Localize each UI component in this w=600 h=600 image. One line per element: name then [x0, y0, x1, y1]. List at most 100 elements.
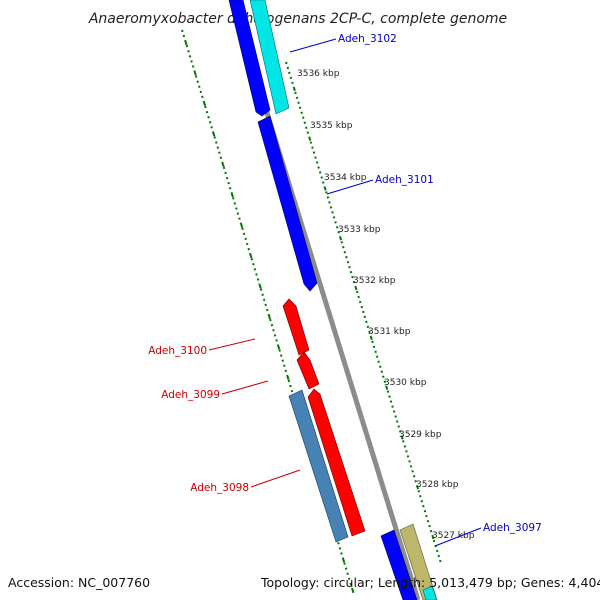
gc-mark	[431, 534, 435, 540]
gc-mark	[348, 265, 351, 269]
gc-mark	[241, 227, 244, 231]
gc-mark	[211, 131, 216, 137]
gc-mark	[429, 529, 433, 533]
gene-label-adeh-3098[interactable]: Adeh_3098	[190, 482, 249, 494]
scale-tick-label: 3532 kbp	[353, 276, 396, 286]
gc-mark	[295, 96, 299, 100]
gene-label-adeh-3099[interactable]: Adeh_3099	[161, 389, 220, 401]
gc-mark	[305, 126, 308, 129]
gene-arrow-bottom-cyan[interactable]	[422, 585, 438, 600]
gc-mark	[225, 176, 229, 180]
gc-mark	[380, 370, 384, 373]
scale-tick-label: 3535 kbp	[310, 121, 353, 131]
gene-leader-line	[434, 527, 482, 547]
gc-mark	[213, 136, 216, 139]
gc-mark	[258, 283, 262, 289]
gene-arrow-adeh-3098-red[interactable]	[307, 388, 366, 537]
gc-mark	[423, 509, 427, 513]
gc-mark	[198, 85, 201, 89]
gc-mark	[315, 161, 319, 164]
gc-mark	[185, 44, 189, 48]
gc-mark	[388, 395, 391, 398]
gc-mark	[341, 557, 346, 563]
gc-mark	[187, 49, 190, 53]
gc-mark	[190, 60, 193, 63]
gc-mark	[322, 181, 325, 184]
gc-mark	[389, 400, 393, 403]
gc-mark	[392, 410, 396, 413]
gc-mark	[309, 141, 313, 144]
gc-mark	[311, 146, 314, 149]
gc-mark	[219, 156, 223, 160]
gc-mark	[406, 455, 410, 458]
gc-mark	[276, 344, 281, 350]
gc-mark	[273, 334, 277, 337]
gene-arrow-adeh-3102-cyan[interactable]	[249, 0, 290, 115]
gene-arrow-adeh-3098-steelblue[interactable]	[288, 389, 349, 543]
gc-mark	[286, 66, 290, 70]
gc-mark	[279, 354, 283, 357]
map-title: Anaeromyxobacter dehalogenans 2CP-C, com…	[88, 11, 507, 27]
gene-arrow-adeh-3099[interactable]	[296, 351, 320, 390]
gc-mark	[261, 293, 264, 296]
gc-mark	[184, 39, 188, 46]
gene-arrow-adeh-3097-khaki[interactable]	[399, 523, 438, 600]
gc-mark	[337, 231, 340, 234]
gc-mark	[402, 440, 405, 443]
gc-mark	[188, 55, 192, 58]
scale-tick-label: 3531 kbp	[368, 327, 411, 337]
gc-mark	[247, 247, 250, 251]
gc-mark	[346, 572, 349, 575]
gc-mark	[222, 166, 226, 170]
gc-mark	[400, 435, 404, 440]
gc-mark	[297, 101, 300, 105]
gene-label-adeh-3102[interactable]: Adeh_3102	[338, 33, 397, 45]
gc-mark	[437, 554, 441, 558]
gene-label-adeh-3101[interactable]: Adeh_3101	[375, 174, 434, 186]
gc-mark	[432, 539, 436, 543]
gc-mark	[428, 524, 431, 528]
gc-mark	[291, 81, 294, 85]
gene-label-adeh-3097[interactable]: Adeh_3097	[483, 522, 542, 534]
gc-mark	[395, 420, 399, 423]
gene-arrow-adeh-3101[interactable]	[257, 115, 318, 292]
gc-mark	[363, 315, 367, 319]
gene-arrow-adeh-3097-blue[interactable]	[380, 529, 418, 600]
gc-mark	[242, 232, 246, 236]
gc-mark	[196, 80, 199, 83]
gc-mark	[201, 95, 204, 99]
gc-mark	[215, 141, 218, 144]
gc-mark	[245, 242, 249, 246]
gc-mark	[312, 151, 316, 154]
gc-mark	[332, 216, 336, 219]
gc-mark	[378, 365, 382, 368]
gene-arrow-adeh-3102-blue[interactable]	[228, 0, 271, 117]
gc-mark	[244, 237, 247, 241]
gc-mark	[182, 34, 186, 38]
gc-mark	[420, 499, 424, 503]
gc-mark	[289, 76, 293, 80]
gc-mark	[351, 275, 354, 279]
gc-mark	[228, 186, 232, 190]
gc-mark	[285, 61, 288, 65]
gc-mark	[340, 552, 343, 555]
gc-mark	[397, 425, 400, 428]
gc-mark	[328, 201, 331, 204]
gc-mark	[218, 151, 221, 154]
gc-mark	[230, 192, 234, 198]
gc-mark	[372, 345, 376, 349]
gene-arrow-adeh-3100[interactable]	[282, 298, 310, 356]
gc-mark	[425, 514, 428, 518]
gc-mark	[266, 308, 269, 312]
gc-mark	[289, 384, 292, 388]
gene-label-adeh-3100[interactable]: Adeh_3100	[148, 345, 207, 357]
gc-mark	[360, 305, 364, 309]
gc-mark	[227, 181, 230, 185]
gc-mark	[239, 222, 244, 228]
gc-mark	[221, 161, 225, 167]
scale-tick-label: 3534 kbp	[324, 173, 367, 183]
gc-mark	[250, 257, 254, 261]
gc-mark	[300, 111, 303, 115]
gc-mark	[208, 121, 212, 124]
